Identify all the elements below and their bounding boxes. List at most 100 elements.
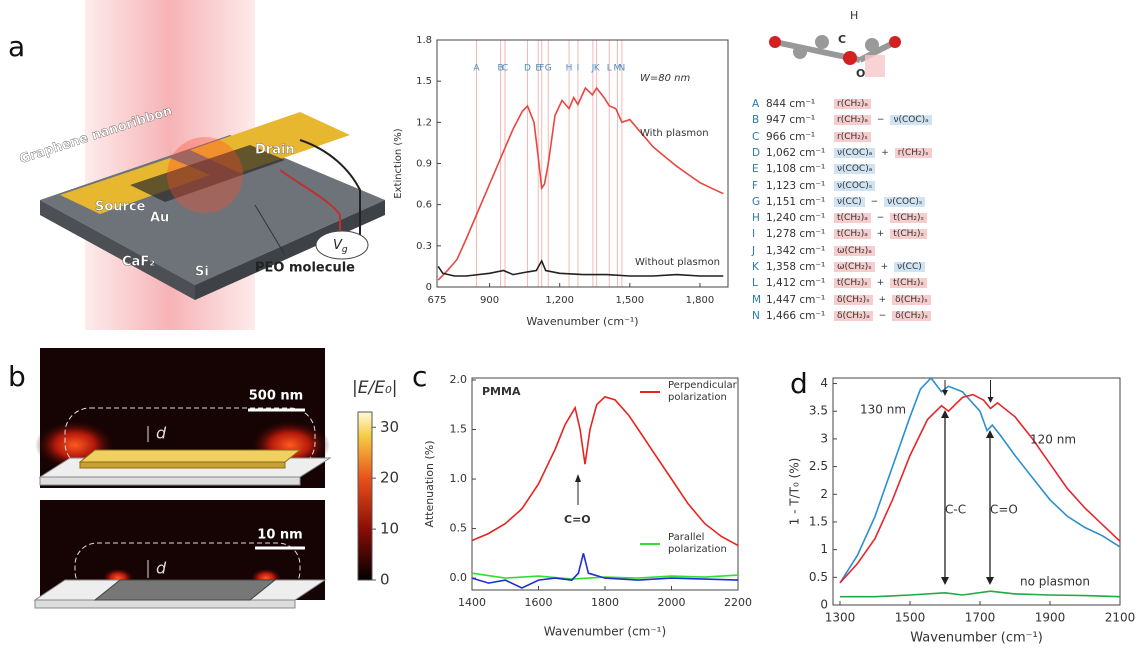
annotation: PMMA <box>482 385 521 398</box>
colorbar-tick-label: 0 <box>380 571 390 589</box>
mode-term: + <box>876 295 890 305</box>
x-tick-label: 2200 <box>724 596 752 609</box>
y-tick-label: 2.0 <box>450 373 468 386</box>
assignment-wavenumber: 1,123 cm⁻¹ <box>766 180 834 192</box>
assignment-wavenumber: 966 cm⁻¹ <box>766 131 834 143</box>
assignment-row: F1,123 cm⁻¹ν(COC)ₛ <box>752 178 878 194</box>
assignment-wavenumber: 1,466 cm⁻¹ <box>766 310 834 322</box>
mode-term: t(CH₂)ₛ <box>890 229 927 239</box>
assignment-letter: I <box>752 228 766 240</box>
mode-term: t(CH₂)ₐ <box>834 213 871 223</box>
x-axis-label: Wavenumber (cm⁻¹) <box>544 625 666 639</box>
x-tick-label: 1800 <box>591 596 619 609</box>
colorbar-tick-label: 10 <box>380 520 399 538</box>
y-tick-label: 3 <box>820 431 828 445</box>
mode-term: δ(CH₂)ₛ <box>892 311 931 321</box>
arrow-head <box>986 577 994 585</box>
assignment-wavenumber: 1,108 cm⁻¹ <box>766 163 834 175</box>
y-tick-label: 0.9 <box>416 159 432 170</box>
mode-term: + <box>874 278 888 288</box>
schematic-label: Source <box>95 200 146 215</box>
y-tick-label: 0 <box>426 282 432 293</box>
mode-term: δ(CH₂)ₛ <box>892 295 931 305</box>
gap-label: d <box>156 424 167 443</box>
mode-term: − <box>876 311 890 321</box>
annotation: W=80 nm <box>640 73 691 84</box>
mode-term: + <box>878 262 892 272</box>
assignment-wavenumber: 947 cm⁻¹ <box>766 114 834 126</box>
assignment-letter: K <box>752 261 766 273</box>
x-tick-label: 900 <box>480 295 499 306</box>
y-tick-label: 0.5 <box>450 522 468 535</box>
mode-term: ν(COC)ₐ <box>834 164 875 174</box>
mode-term: ν(COC)ₐ <box>890 115 931 125</box>
mode-term: δ(CH₂)ₛ <box>834 295 873 305</box>
band-marker-label: C <box>502 64 508 74</box>
x-tick-label: 1300 <box>825 611 856 625</box>
schematic-label: Si <box>195 265 209 280</box>
plot-frame <box>472 378 738 590</box>
mode-term: t(CH₂)ₛ <box>890 213 927 223</box>
y-tick-label: 0 <box>820 598 828 612</box>
panel-letter: d <box>790 367 808 400</box>
figure-canvas: abcdGraphene nanoribbonDrainSourceAuCaF₂… <box>0 0 1139 651</box>
x-tick-label: 2000 <box>658 596 686 609</box>
arrow-head <box>941 577 949 585</box>
panel-letter: a <box>8 30 25 63</box>
panel-letter: b <box>8 360 26 393</box>
y-tick-label: 0.0 <box>450 571 468 584</box>
series-line <box>472 553 738 588</box>
y-tick-label: 1.5 <box>416 76 432 87</box>
y-tick-label: 3.5 <box>809 404 828 418</box>
y-tick-label: 0.3 <box>416 241 432 252</box>
series-line <box>840 591 1120 597</box>
series-line <box>840 395 1120 583</box>
band-marker-label: H <box>566 64 573 74</box>
colorbar-label: |E/E₀| <box>352 378 397 398</box>
assignment-wavenumber: 1,062 cm⁻¹ <box>766 147 834 159</box>
mode-term: ν(CC) <box>894 262 925 272</box>
x-tick-label: 1600 <box>525 596 553 609</box>
x-axis-label: Wavenumber (cm⁻¹) <box>910 631 1043 646</box>
molecule <box>769 35 901 77</box>
x-axis-label: Wavenumber (cm⁻¹) <box>526 315 638 328</box>
assignment-letter: G <box>752 196 766 208</box>
arrow-head <box>988 397 994 403</box>
panel-letter: c <box>412 360 427 393</box>
schematic-label: Drain <box>255 143 295 158</box>
atom-label: O <box>856 67 865 80</box>
series-line <box>472 397 738 546</box>
band-marker-label: K <box>594 64 601 74</box>
mode-term: r(CH₂)ₛ <box>834 132 871 142</box>
mode-term: t(CH₂)ₐ <box>834 229 871 239</box>
assignment-letter: J <box>752 245 766 257</box>
y-tick-label: 0.6 <box>416 200 432 211</box>
assignment-letter: B <box>752 114 766 126</box>
legend-label: Perpendicular polarization <box>668 380 758 404</box>
scale-bar-label: 10 nm <box>257 528 302 543</box>
scale-bar-label: 500 nm <box>249 389 303 404</box>
annotation: With plasmon <box>640 128 709 139</box>
y-tick-label: 1.8 <box>416 35 432 46</box>
y-axis-label: Extinction (%) <box>393 128 404 199</box>
x-tick-label: 2100 <box>1105 611 1136 625</box>
band-marker-label: N <box>619 64 626 74</box>
mode-term: − <box>868 197 882 207</box>
mode-term: ω(CH₂)ₐ <box>834 246 875 256</box>
assignment-wavenumber: 1,342 cm⁻¹ <box>766 245 834 257</box>
x-tick-label: 1,500 <box>616 295 645 306</box>
annotation: Without plasmon <box>635 257 720 268</box>
assignment-letter: H <box>752 212 766 224</box>
annotation: C=O <box>990 503 1018 517</box>
band-marker-label: I <box>577 64 580 74</box>
assignment-row: A844 cm⁻¹r(CH₂)ₐ <box>752 96 874 112</box>
x-tick-label: 1500 <box>895 611 926 625</box>
assignment-row: M1,447 cm⁻¹δ(CH₂)ₛ+δ(CH₂)ₛ <box>752 292 934 308</box>
band-marker-label: A <box>473 64 480 74</box>
